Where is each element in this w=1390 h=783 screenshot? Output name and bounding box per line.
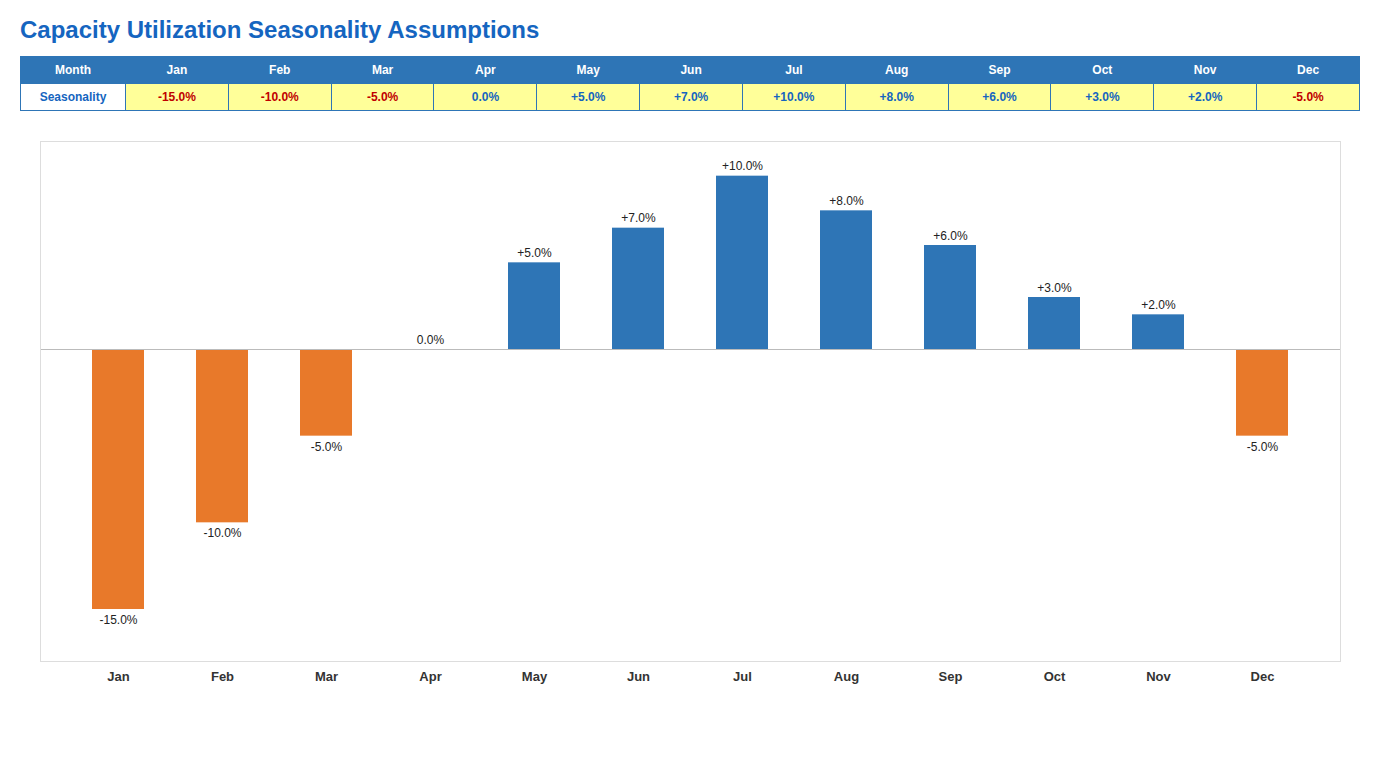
svg-text:+10.0%: +10.0%	[722, 159, 763, 173]
svg-text:Aug: Aug	[834, 669, 859, 684]
html-text:+6.0%: +6.0%	[982, 90, 1017, 104]
svg-text:+6.0%: +6.0%	[933, 229, 968, 243]
html-text:+2.0%: +2.0%	[1188, 90, 1223, 104]
svg-text:Feb: Feb	[211, 669, 234, 684]
svg-text:-15.0%: -15.0%	[99, 613, 137, 627]
svg-text:Dec: Dec	[1251, 669, 1275, 684]
html-text:Dec: Dec	[1297, 63, 1320, 77]
html-text:-5.0%: -5.0%	[366, 90, 399, 104]
html-text:Mar: Mar	[371, 63, 394, 77]
html-text:-10.0%: -10.0%	[260, 90, 299, 104]
svg-text:+2.0%: +2.0%	[1141, 298, 1176, 312]
html-text:+7.0%: +7.0%	[673, 90, 709, 104]
svg-text:Oct: Oct	[1044, 669, 1066, 684]
html-text:Jul: Jul	[785, 63, 803, 77]
html-text:+8.0%: +8.0%	[879, 90, 914, 104]
svg-text:0.0%: 0.0%	[417, 333, 445, 347]
html-text:Sep: Sep	[988, 63, 1011, 77]
html-text:Seasonality: Seasonality	[39, 90, 107, 104]
svg-text:-5.0%: -5.0%	[1247, 440, 1279, 454]
html-text:Jan: Jan	[166, 63, 188, 77]
svg-text:Nov: Nov	[1146, 669, 1171, 684]
svg-text:Sep: Sep	[939, 669, 963, 684]
html-text:Capacity Utilization Seasonali: Capacity Utilization Seasonality Assumpt…	[20, 16, 540, 43]
svg-text:Apr: Apr	[419, 669, 441, 684]
html-text:Feb: Feb	[269, 63, 291, 77]
html-text:+5.0%: +5.0%	[571, 90, 606, 104]
html-text:+3.0%: +3.0%	[1085, 90, 1120, 104]
svg-text:-5.0%: -5.0%	[311, 440, 343, 454]
svg-text:May: May	[522, 669, 548, 684]
svg-text:+5.0%: +5.0%	[517, 246, 552, 260]
svg-text:+7.0%: +7.0%	[621, 211, 656, 225]
html-text:Month: Month	[55, 63, 91, 77]
html-text:Jun: Jun	[680, 63, 702, 77]
svg-text:Jul: Jul	[733, 669, 752, 684]
svg-text:Mar: Mar	[315, 669, 338, 684]
html-text:0.0%: 0.0%	[471, 90, 500, 104]
html-text:-15.0%: -15.0%	[157, 90, 196, 104]
html-text:Aug: Aug	[885, 63, 909, 77]
svg-text:Jun: Jun	[627, 669, 650, 684]
svg-text:Jan: Jan	[107, 669, 129, 684]
svg-text:-10.0%: -10.0%	[203, 526, 241, 540]
html-text:-5.0%: -5.0%	[1292, 90, 1324, 104]
svg-text:+8.0%: +8.0%	[829, 194, 864, 208]
html-text:+10.0%: +10.0%	[773, 90, 815, 104]
html-text:May: May	[576, 63, 600, 77]
svg-text:+3.0%: +3.0%	[1037, 281, 1072, 295]
html-text:Nov: Nov	[1193, 63, 1217, 77]
html-text:Apr: Apr	[475, 63, 496, 77]
html-text:Oct: Oct	[1092, 63, 1113, 77]
